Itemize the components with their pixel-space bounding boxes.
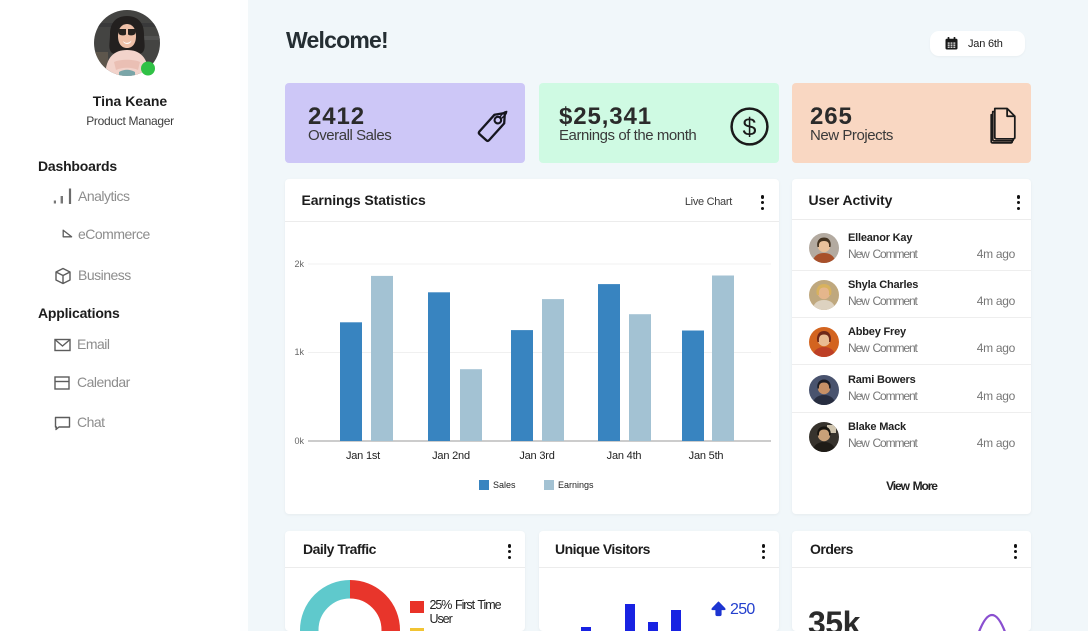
svg-text:1k: 1k — [294, 347, 304, 357]
svg-text:0k: 0k — [294, 436, 304, 446]
svg-text:Jan 2nd: Jan 2nd — [432, 450, 470, 462]
svg-text:$: $ — [743, 114, 757, 142]
svg-text:Jan 5th: Jan 5th — [689, 450, 724, 462]
svg-text:Jan 4th: Jan 4th — [607, 450, 642, 462]
svg-text:Jan 1st: Jan 1st — [346, 450, 380, 462]
svg-text:Jan 3rd: Jan 3rd — [519, 450, 554, 462]
svg-text:2k: 2k — [294, 259, 304, 269]
